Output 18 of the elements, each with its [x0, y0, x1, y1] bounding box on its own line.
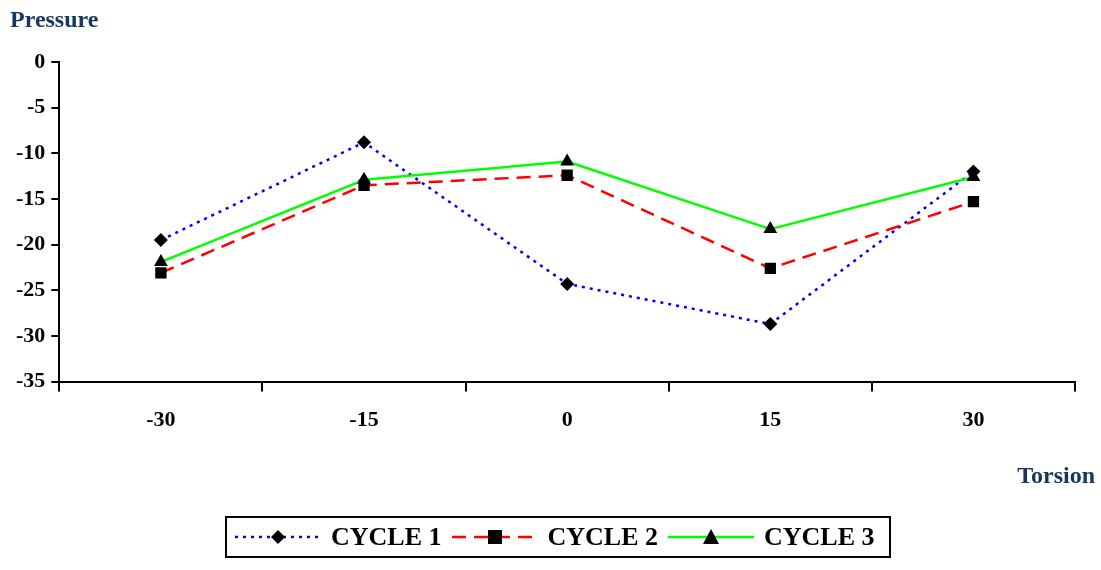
legend-label: CYCLE 3 [764, 522, 875, 552]
x-tick-label: 30 [962, 406, 985, 432]
x-tick-label: 15 [759, 406, 782, 432]
y-tick-label: 0 [34, 47, 46, 73]
y-tick-label: -35 [16, 367, 46, 393]
y-tick-label: -25 [16, 275, 46, 301]
y-tick-label: -15 [16, 184, 46, 210]
legend-label: CYCLE 1 [331, 522, 442, 552]
y-tick-label: -20 [16, 230, 46, 256]
y-tick-label: -30 [16, 321, 46, 347]
x-tick-label: 0 [561, 406, 573, 432]
legend-label: CYCLE 2 [547, 522, 659, 552]
x-tick-label: -30 [146, 406, 176, 432]
chart-title: Pressure [10, 6, 99, 33]
y-tick-label: -5 [27, 93, 46, 119]
x-tick-label: -15 [349, 406, 379, 432]
x-axis-title: Torsion [1017, 462, 1095, 489]
y-tick-label: -10 [16, 139, 46, 164]
